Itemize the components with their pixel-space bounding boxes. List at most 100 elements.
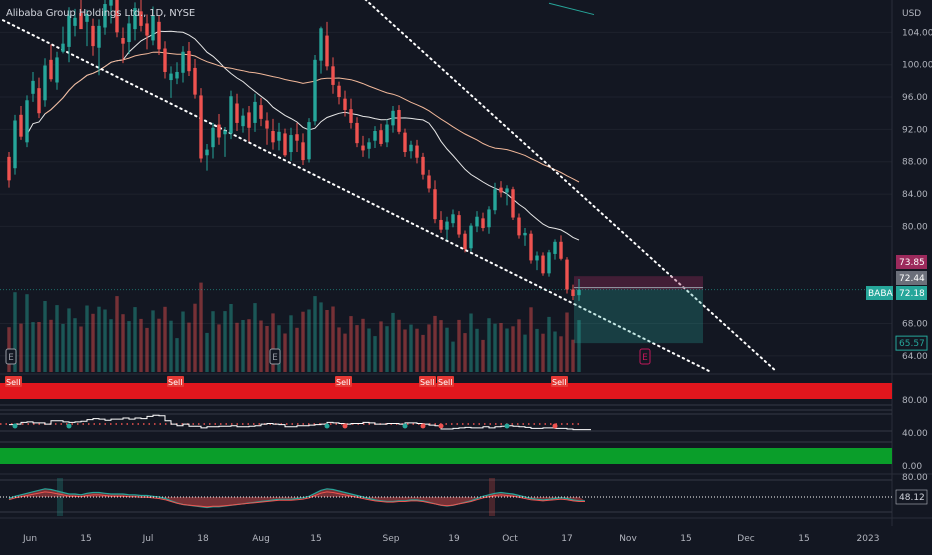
candle-body xyxy=(217,124,221,138)
candle-body xyxy=(283,133,287,156)
sell-signal: Sell xyxy=(419,376,436,387)
volume-bar xyxy=(235,322,239,372)
candle-body xyxy=(337,85,341,98)
volume-bar xyxy=(541,333,545,372)
volume-bar xyxy=(475,328,479,372)
candle-body xyxy=(565,259,569,290)
target-zone xyxy=(574,289,703,344)
volume-bar xyxy=(295,327,299,372)
candle-body xyxy=(25,100,29,143)
volume-bar xyxy=(319,302,323,372)
candle-body xyxy=(517,217,521,236)
price-marker: BABA 72.18 xyxy=(866,286,927,300)
candle-body xyxy=(427,175,431,189)
volume-bar xyxy=(565,312,569,372)
osc2-value-tag: 48.12 xyxy=(899,493,925,503)
price-tag-label: 72.18 xyxy=(899,289,925,299)
candle-body xyxy=(109,0,113,6)
price-tag-bg xyxy=(896,271,927,285)
candle-body xyxy=(37,88,41,114)
lower-trendline xyxy=(2,19,712,373)
candle-body xyxy=(211,127,215,148)
candle-body xyxy=(43,65,47,101)
time-tick-label: 15 xyxy=(798,534,809,544)
candle-body xyxy=(463,233,467,250)
volume-bar xyxy=(97,306,101,372)
volume-bar xyxy=(457,319,461,372)
volume-bar xyxy=(283,333,287,372)
candle-body xyxy=(187,50,191,72)
sell-signal: Sell xyxy=(335,376,352,387)
sell-signal: Sell xyxy=(167,376,184,387)
candle-body xyxy=(103,4,107,28)
volume-bar xyxy=(361,318,365,372)
sell-signal-label: Sell xyxy=(336,378,350,387)
volume-bar xyxy=(439,320,443,372)
volume-bar xyxy=(277,325,281,372)
volume-bar xyxy=(175,338,179,372)
price-marker: 72.44 xyxy=(896,271,927,285)
candle-body xyxy=(439,219,443,230)
candle-body xyxy=(577,289,581,296)
volume-bar xyxy=(523,334,527,372)
osc2-tick-label: 80.00 xyxy=(902,473,928,483)
candle-body xyxy=(199,95,203,159)
volume-bar xyxy=(331,306,335,372)
candle-body xyxy=(313,59,317,122)
volume-bar xyxy=(367,328,371,372)
candle-body xyxy=(85,13,89,22)
volume-bar xyxy=(19,323,23,372)
volume-bar xyxy=(37,322,41,372)
candle-body xyxy=(295,134,299,141)
volume-bar xyxy=(349,316,353,372)
candle-body xyxy=(7,156,11,181)
time-tick-label: 2023 xyxy=(857,534,880,544)
candle-body xyxy=(223,131,227,135)
candle-body xyxy=(475,216,479,227)
volume-bar xyxy=(415,328,419,372)
price-marker: 65.57 xyxy=(895,335,928,351)
osc2-line xyxy=(8,488,585,509)
upper-trendline xyxy=(364,0,778,373)
candle-body xyxy=(307,122,311,160)
candle-body xyxy=(397,109,401,132)
candle-body xyxy=(235,103,239,123)
sell-signal-bg xyxy=(419,376,436,387)
earnings-box xyxy=(269,348,281,365)
price-tag-bg xyxy=(896,286,927,300)
candle-body xyxy=(151,15,155,41)
volume-bar xyxy=(115,296,119,372)
candle-body xyxy=(271,131,275,143)
candle-body xyxy=(73,17,77,26)
candle-body xyxy=(277,131,281,141)
volume-bar xyxy=(217,324,221,372)
volume-bar xyxy=(103,309,107,372)
price-tag-label: 65.57 xyxy=(899,339,925,349)
volume-bar xyxy=(73,318,77,372)
volume-bar xyxy=(229,304,233,372)
volume-bar xyxy=(55,305,59,372)
candle-body xyxy=(157,21,161,50)
candle-body xyxy=(79,12,83,30)
earnings-marker: E xyxy=(639,348,651,365)
volume-bar xyxy=(193,303,197,372)
time-tick-label: Dec xyxy=(737,534,754,544)
osc2-value-tag-bg xyxy=(895,489,928,505)
candle-body xyxy=(241,115,245,127)
price-tick-label: 104.00 xyxy=(902,28,932,38)
sell-signal-bg xyxy=(551,376,568,387)
candle-body xyxy=(445,221,449,230)
candle-body xyxy=(451,214,455,224)
candle-body xyxy=(229,96,233,134)
candle-body xyxy=(421,156,425,175)
candle-body xyxy=(127,23,131,43)
price-tick-label: 80.00 xyxy=(902,222,928,232)
candle-body xyxy=(265,120,269,129)
candle-body xyxy=(289,135,293,153)
candle-body xyxy=(529,233,533,261)
volume-bar xyxy=(307,309,311,372)
volume-bar xyxy=(253,303,257,372)
candle-body xyxy=(523,232,527,236)
candle-body xyxy=(163,48,167,72)
